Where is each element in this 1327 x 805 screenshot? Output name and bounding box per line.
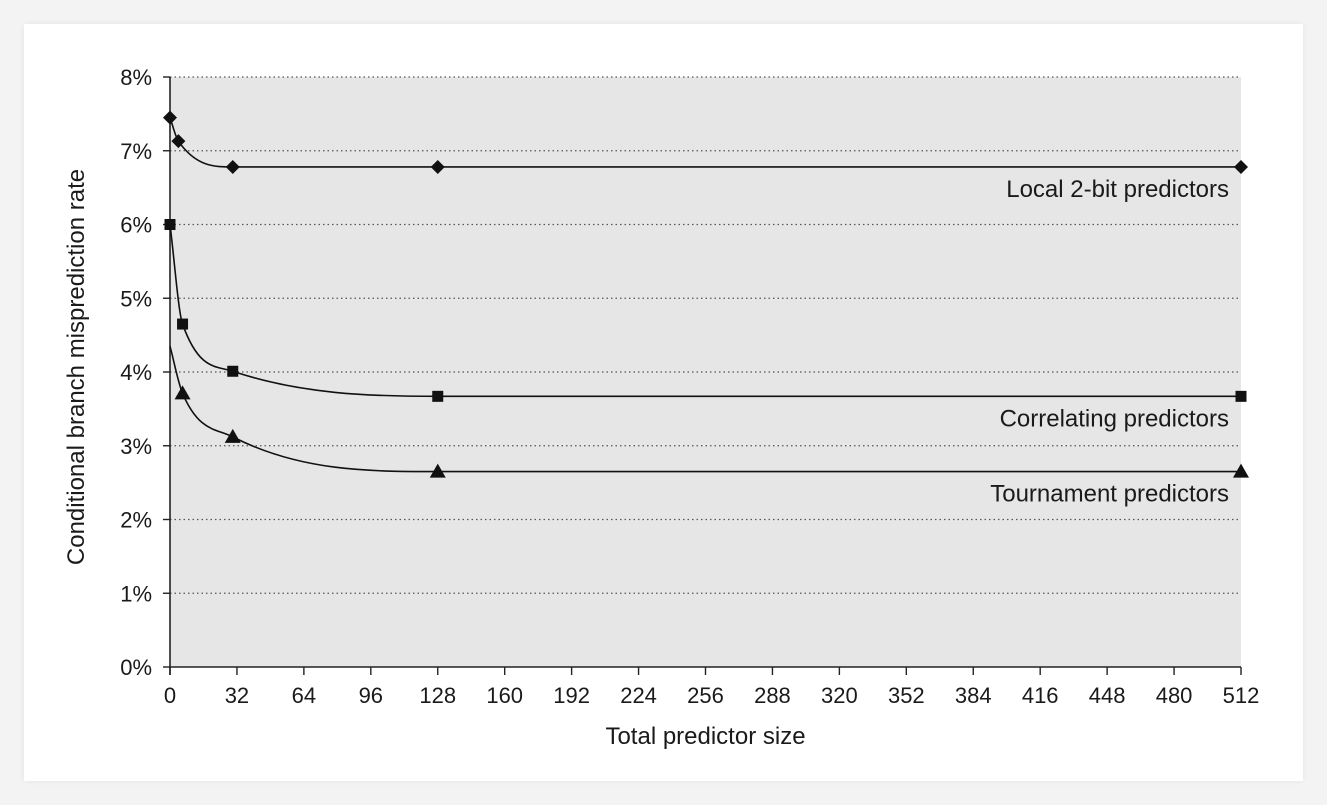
chart-card: 0 32 64 96 128 160 192 224 256 288 320 352 384 416 448… <box>24 24 1303 781</box>
marker-triangle-6 <box>174 385 191 400</box>
marker-diamond-128 <box>430 159 445 174</box>
x-tick-label-256: 256 <box>687 683 724 708</box>
y-tick-label-0%: 0% <box>120 655 152 680</box>
y-tick-label-4%: 4% <box>120 360 152 385</box>
x-tick-label-224: 224 <box>620 683 657 708</box>
x-tick-label-320: 320 <box>821 683 858 708</box>
gridlines <box>170 76 1241 594</box>
x-tick-label-64: 64 <box>292 683 316 708</box>
marker-square-6 <box>177 318 189 330</box>
x-tick-label-160: 160 <box>486 683 523 708</box>
x-tick-label-352: 352 <box>888 683 925 708</box>
x-tick-label-512: 512 <box>1223 683 1260 708</box>
marker-triangle-512 <box>1233 463 1249 478</box>
x-tick-label-416: 416 <box>1022 683 1059 708</box>
marker-triangle-30 <box>224 428 241 443</box>
y-tick-label-5%: 5% <box>120 286 152 311</box>
series-label-triangle: Tournament predictors <box>990 481 1229 508</box>
y-tick-label-6%: 6% <box>120 213 152 238</box>
x-tick-label-384: 384 <box>955 683 992 708</box>
marker-diamond-0 <box>163 110 177 125</box>
x-tick-label-0: 0 <box>164 683 176 708</box>
x-axis-title: Total predictor size <box>605 723 805 750</box>
marker-diamond-30 <box>225 159 240 174</box>
series-label-diamond: Local 2-bit predictors <box>1006 176 1229 203</box>
y-tick-label-2%: 2% <box>120 508 152 533</box>
y-tick-label-3%: 3% <box>120 434 152 459</box>
y-axis-title: Conditional branch misprediction rate <box>63 169 90 565</box>
x-tick-label-192: 192 <box>553 683 590 708</box>
series-labels: Local 2-bit predictors Correlating predic… <box>990 176 1229 508</box>
y-axis-ticks: 0% 1% 2% 3% 4% 5% 6% 7% 8% <box>120 65 170 680</box>
marker-triangle-128 <box>429 463 446 478</box>
y-tick-label-8%: 8% <box>120 65 152 90</box>
y-tick-label-1%: 1% <box>120 581 152 606</box>
x-tick-label-448: 448 <box>1089 683 1126 708</box>
marker-square-30 <box>227 365 239 377</box>
misprediction-chart: 0 32 64 96 128 160 192 224 256 288 320 352 384 416 448… <box>63 65 1259 750</box>
x-tick-label-480: 480 <box>1156 683 1193 708</box>
marker-square-512 <box>1235 390 1247 402</box>
x-tick-label-32: 32 <box>225 683 249 708</box>
series-markers <box>163 110 1249 478</box>
x-tick-label-288: 288 <box>754 683 791 708</box>
marker-square-128 <box>432 390 444 402</box>
x-tick-label-96: 96 <box>359 683 383 708</box>
y-tick-label-7%: 7% <box>120 139 152 164</box>
x-axis-ticks: 0 32 64 96 128 160 192 224 256 288 320 352 384 416 448… <box>164 667 1259 708</box>
marker-square-0 <box>164 219 176 230</box>
series-label-square: Correlating predictors <box>1000 405 1229 432</box>
marker-diamond-512 <box>1234 159 1248 174</box>
marker-diamond-4 <box>171 134 186 149</box>
x-tick-label-128: 128 <box>419 683 456 708</box>
